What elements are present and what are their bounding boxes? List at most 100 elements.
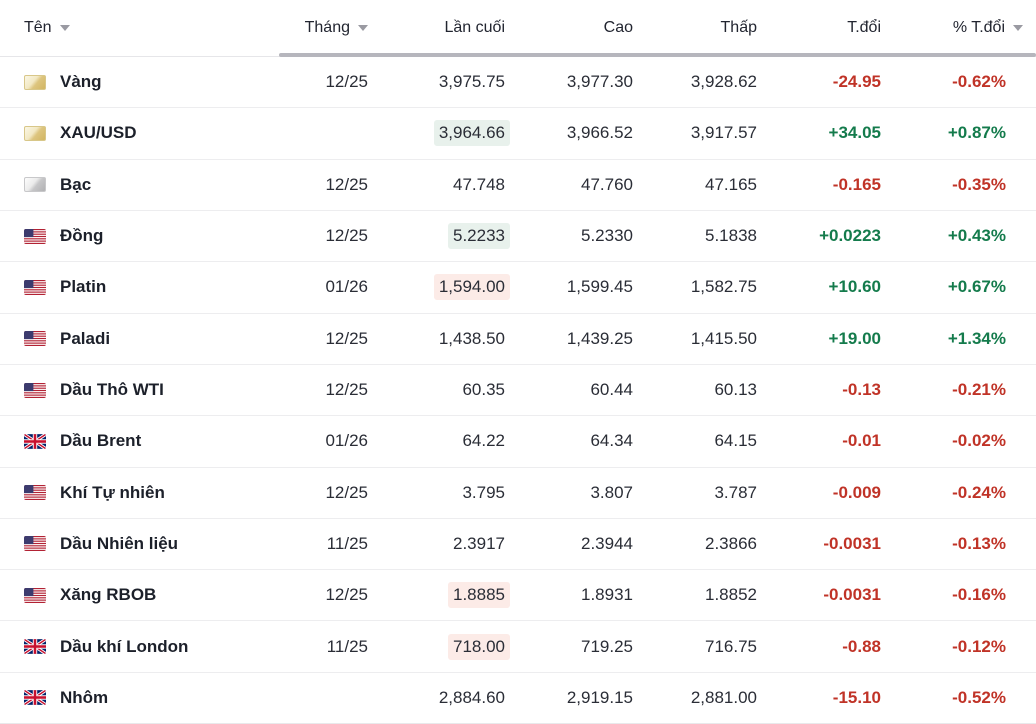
instrument-name-link[interactable]: Nhôm (60, 687, 109, 707)
change-cell: -0.165 (832, 174, 881, 194)
change-cell: -15.10 (832, 687, 881, 707)
last-price-cell: 2,884.60 (438, 687, 505, 707)
low-cell: 1,582.75 (690, 277, 757, 297)
low-cell: 47.165 (705, 174, 757, 194)
table-row[interactable]: Khí Tự nhiên 12/25 3.795 3.807 3.787 -0.009 -0… (0, 467, 1036, 519)
instrument-cell: Dầu Brent (0, 431, 280, 451)
column-header-name[interactable]: Tên (0, 19, 280, 37)
high-cell: 47.760 (581, 174, 633, 194)
instrument-name-link[interactable]: Đồng (60, 226, 104, 246)
last-price-cell: 3.795 (462, 482, 505, 502)
column-header-label: Cao (603, 19, 633, 36)
last-price-cell: 1,438.50 (438, 328, 505, 348)
uk-flag-icon (24, 433, 46, 449)
us-flag-icon (24, 536, 46, 552)
table-row[interactable]: Xăng RBOB 12/25 1.8885 1.8931 1.8852 -0.0031 -… (0, 570, 1036, 622)
table-row[interactable]: Nhôm 2,884.60 2,919.15 2,881.00 -15.10 -0.52% (0, 672, 1036, 724)
percent-change-cell: +0.43% (947, 226, 1006, 246)
column-header-label: % T.đổi (952, 19, 1005, 36)
instrument-name-link[interactable]: Paladi (60, 328, 111, 348)
percent-change-cell: -0.02% (952, 431, 1006, 451)
change-cell: -0.0031 (823, 533, 881, 553)
change-cell: +34.05 (828, 123, 881, 143)
change-cell: -0.13 (842, 380, 881, 400)
high-cell: 60.44 (590, 380, 633, 400)
table-body: Vàng 12/25 3,975.75 3,977.30 3,928.62 -24.95 -… (0, 57, 1036, 724)
last-price-flash-highlight: 1,594.00 (433, 274, 510, 301)
column-header-pct[interactable]: % T.đổi (881, 19, 1036, 37)
table-row[interactable]: Dầu khí London 11/25 718.00 719.25 716.75 -0.… (0, 621, 1036, 673)
month-cell: 12/25 (325, 174, 368, 194)
gold-bar-icon (24, 74, 46, 90)
column-header-low[interactable]: Thấp (633, 19, 757, 37)
header-scroll-indicator (279, 53, 1036, 57)
instrument-cell: XAU/USD (0, 123, 280, 143)
percent-change-cell: -0.21% (952, 380, 1006, 400)
low-cell: 3,928.62 (690, 72, 757, 92)
percent-change-cell: +0.67% (947, 277, 1006, 297)
us-flag-icon (24, 587, 46, 603)
column-header-month[interactable]: Tháng (280, 19, 368, 37)
table-row[interactable]: Đồng 12/25 5.2233 5.2330 5.1838 +0.0223 +0.43% (0, 210, 1036, 263)
table-row[interactable]: Dầu Thô WTI 12/25 60.35 60.44 60.13 -0.13 -0.2… (0, 364, 1036, 417)
instrument-cell: Bạc (0, 175, 280, 195)
low-cell: 1,415.50 (690, 328, 757, 348)
last-price-cell: 2.3917 (453, 533, 505, 553)
sort-arrow-icon (358, 25, 368, 31)
table-row[interactable]: Bạc 12/25 47.748 47.760 47.165 -0.165 -0.35% (0, 159, 1036, 211)
table-row[interactable]: Paladi 12/25 1,438.50 1,439.25 1,415.50 +19.0… (0, 313, 1036, 365)
instrument-name-link[interactable]: Vàng (60, 72, 102, 92)
instrument-name-link[interactable]: Dầu Nhiên liệu (60, 533, 179, 553)
instrument-name-link[interactable]: Xăng RBOB (60, 585, 157, 605)
sort-arrow-icon (59, 25, 70, 31)
high-cell: 3,966.52 (566, 123, 633, 143)
high-cell: 719.25 (581, 636, 633, 656)
table-row[interactable]: XAU/USD 3,964.66 3,966.52 3,917.57 +34.05 +0.… (0, 108, 1036, 160)
month-cell: 11/25 (326, 636, 368, 656)
month-cell: 01/26 (325, 277, 368, 297)
instrument-name-link[interactable]: Dầu Thô WTI (60, 380, 164, 400)
instrument-cell: Nhôm (0, 688, 280, 708)
instrument-name-link[interactable]: Bạc (60, 174, 92, 194)
last-price-cell: 47.748 (453, 174, 505, 194)
low-cell: 64.15 (714, 431, 757, 451)
table-row[interactable]: Platin 01/26 1,594.00 1,599.45 1,582.75 +10.6… (0, 262, 1036, 314)
column-header-high[interactable]: Cao (505, 19, 633, 37)
instrument-name-link[interactable]: Dầu Brent (60, 431, 142, 451)
high-cell: 1,599.45 (566, 277, 633, 297)
change-cell: -0.009 (832, 482, 881, 502)
percent-change-cell: -0.13% (952, 533, 1006, 553)
instrument-name-link[interactable]: Dầu khí London (60, 636, 189, 656)
last-price-cell: 5.2233 (368, 223, 510, 250)
table-row[interactable]: Vàng 12/25 3,975.75 3,977.30 3,928.62 -24.95 -… (0, 57, 1036, 109)
column-header-last[interactable]: Lần cuối (368, 19, 506, 37)
instrument-name-link[interactable]: Khí Tự nhiên (60, 482, 165, 502)
low-cell: 60.13 (714, 380, 757, 400)
instrument-name-link[interactable]: Platin (60, 277, 107, 297)
us-flag-icon (24, 331, 46, 347)
last-price-cell: 60.35 (462, 380, 505, 400)
instrument-cell: Vàng (0, 72, 280, 92)
low-cell: 3,917.57 (690, 123, 757, 143)
table-row[interactable]: Dầu Nhiên liệu 11/25 2.3917 2.3944 2.3866 -0.… (0, 518, 1036, 571)
column-header-change[interactable]: T.đổi (757, 19, 881, 37)
table-row[interactable]: Dầu Brent 01/26 64.22 64.34 64.15 -0.01 -0.02% (0, 416, 1036, 468)
last-price-flash-highlight: 5.2233 (448, 223, 510, 250)
uk-flag-icon (24, 639, 46, 655)
instrument-cell: Dầu khí London (0, 637, 280, 657)
instrument-cell: Dầu Thô WTI (0, 380, 280, 400)
month-cell: 12/25 (325, 380, 368, 400)
high-cell: 1,439.25 (566, 328, 633, 348)
us-flag-icon (24, 382, 46, 398)
low-cell: 2.3866 (705, 533, 757, 553)
silver-bar-icon (24, 177, 46, 193)
month-cell: 12/25 (325, 328, 368, 348)
instrument-name-link[interactable]: XAU/USD (60, 123, 137, 143)
last-price-flash-highlight: 1.8885 (448, 582, 510, 609)
last-price-cell: 64.22 (462, 431, 505, 451)
percent-change-cell: +0.87% (947, 123, 1006, 143)
us-flag-icon (24, 228, 46, 244)
column-header-label: Tháng (304, 19, 350, 36)
percent-change-cell: -0.12% (952, 636, 1006, 656)
percent-change-cell: -0.52% (952, 687, 1006, 707)
